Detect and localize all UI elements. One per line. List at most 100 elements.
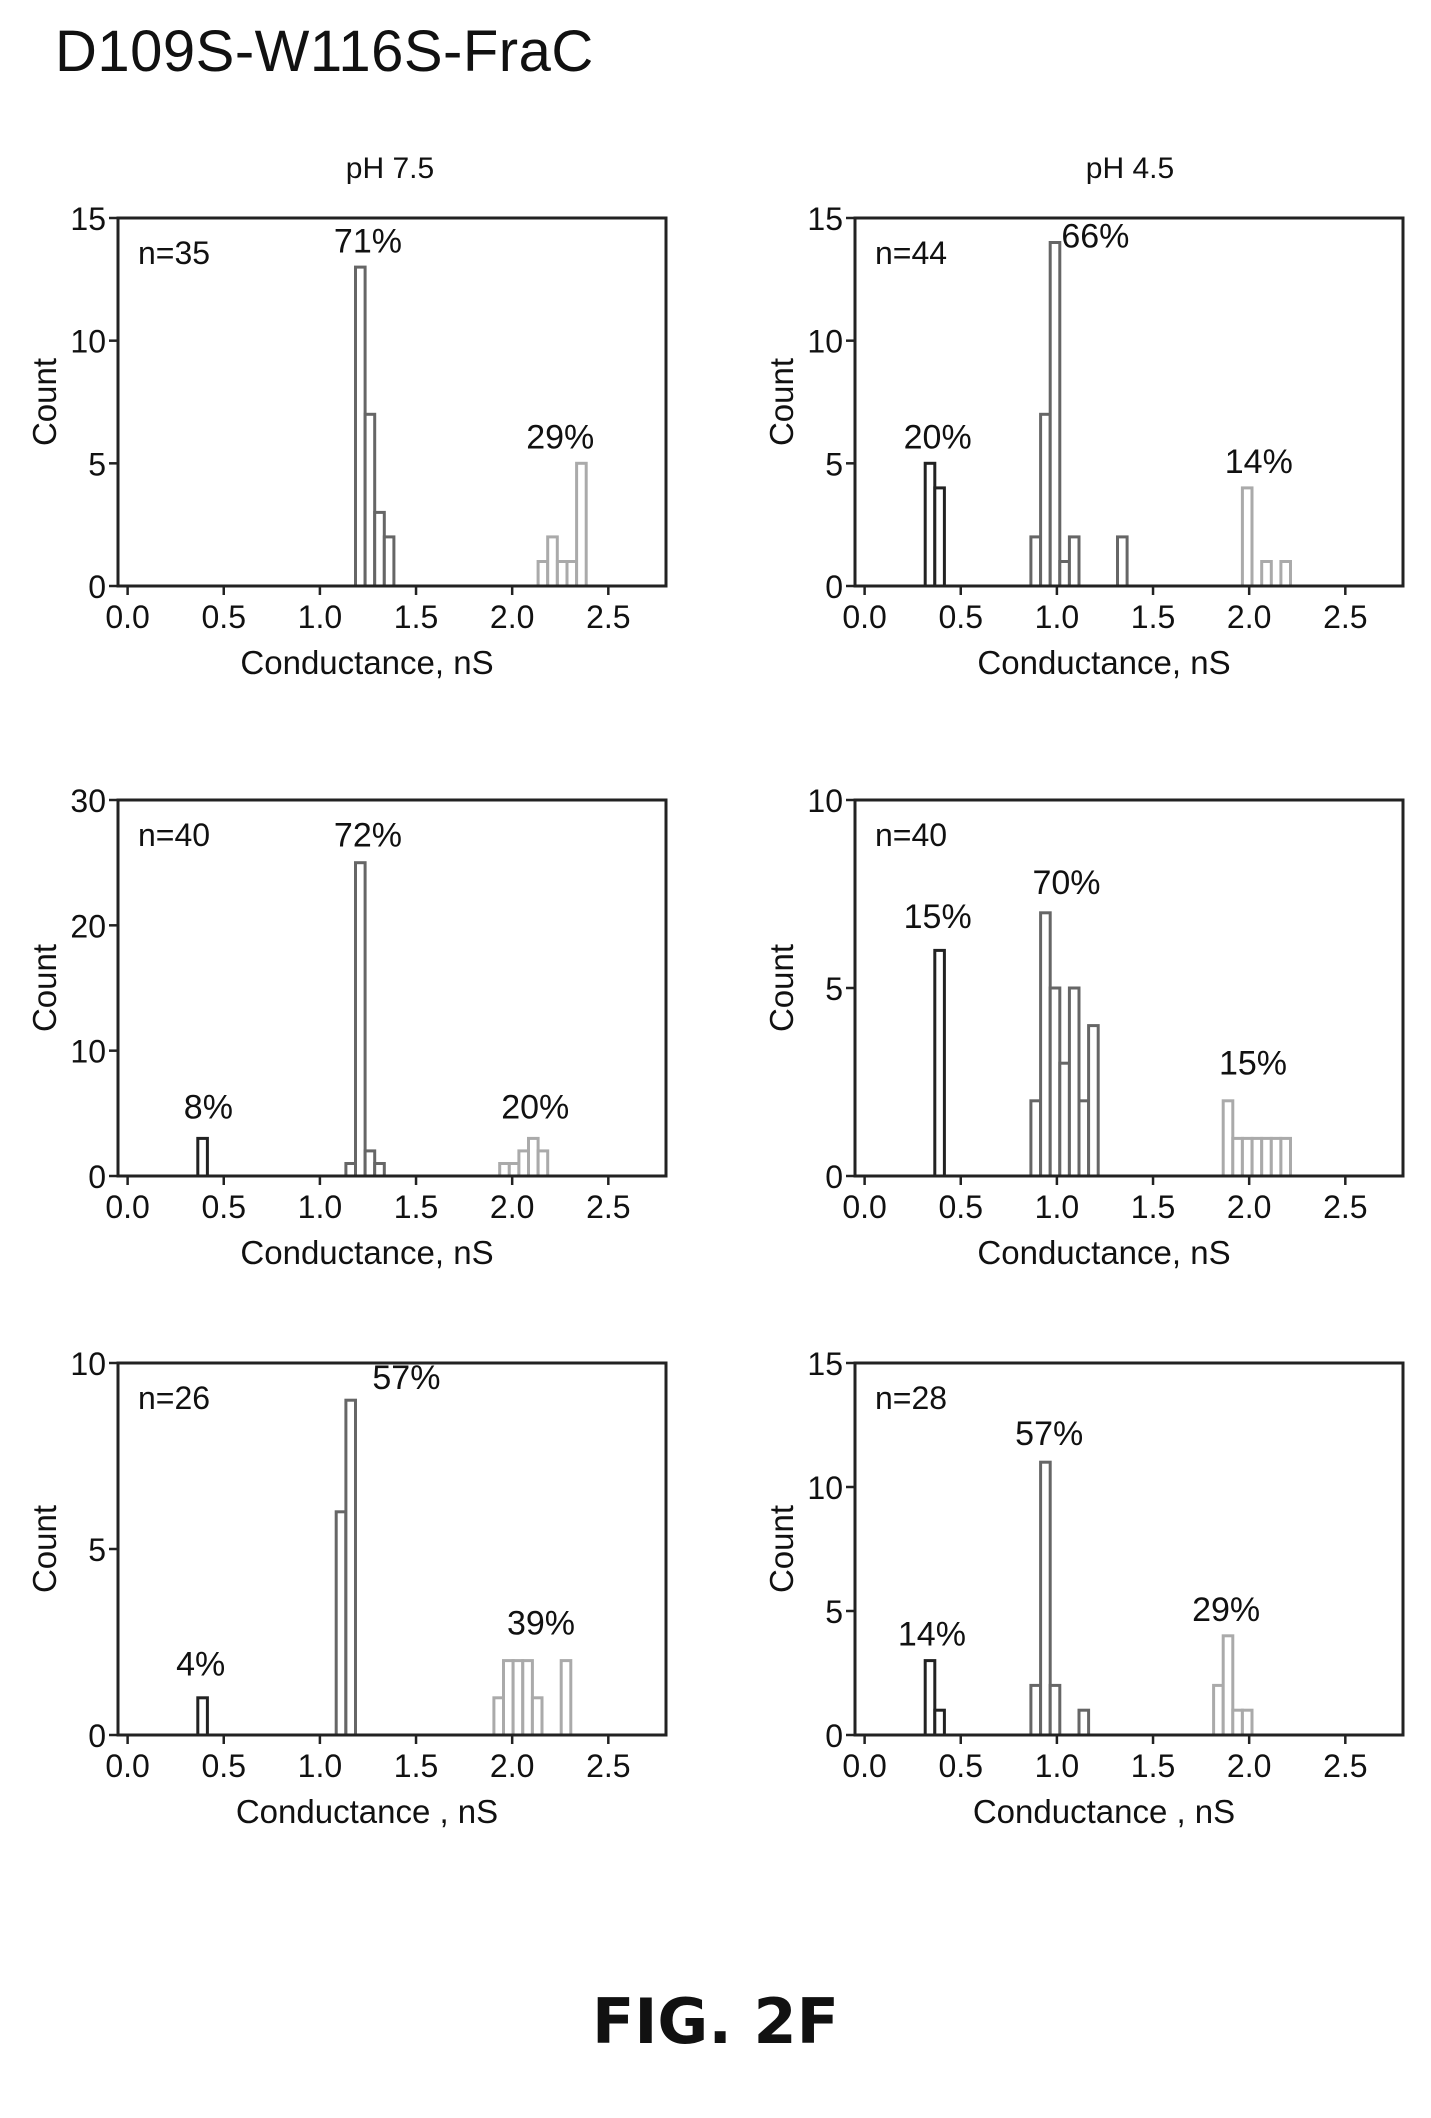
x-tick-label: 1.0 <box>298 1189 342 1225</box>
x-tick-label: 0.0 <box>105 1748 149 1784</box>
x-tick-label: 2.0 <box>1227 1189 1271 1225</box>
x-tick-label: 2.0 <box>1227 1748 1271 1784</box>
percentage-annotation: 57% <box>372 1359 440 1397</box>
sample-size-label: n=40 <box>138 817 210 853</box>
percentage-annotation: 14% <box>898 1616 966 1654</box>
percentage-annotation: 15% <box>1219 1044 1287 1082</box>
histogram-bar <box>1240 1708 1254 1737</box>
sample-size-label: n=26 <box>138 1380 210 1416</box>
y-tick-label: 10 <box>807 1470 843 1506</box>
column-title-ph-7-5: pH 7.5 <box>345 152 435 185</box>
percentage-annotation: 8% <box>184 1088 233 1126</box>
x-tick-label: 1.5 <box>1131 599 1175 635</box>
x-tick-label: 0.5 <box>939 1189 983 1225</box>
y-axis-label: Count <box>763 1505 800 1593</box>
y-tick-label: 0 <box>88 1159 106 1195</box>
plot-frame <box>853 1361 1405 1737</box>
x-tick-label: 0.5 <box>202 1748 246 1784</box>
y-tick-label: 5 <box>88 446 106 482</box>
y-tick-label: 5 <box>825 446 843 482</box>
figure-label: FIG. 2F <box>592 1985 839 2058</box>
percentage-annotation: 20% <box>904 419 972 457</box>
x-tick-label: 1.5 <box>1131 1748 1175 1784</box>
x-tick-label: 2.5 <box>586 1748 630 1784</box>
y-tick-label: 5 <box>825 971 843 1007</box>
plot-frame <box>116 798 668 1178</box>
y-tick-label: 10 <box>70 1346 106 1382</box>
y-tick-label: 10 <box>70 1034 106 1070</box>
percentage-annotation: 71% <box>334 222 402 260</box>
y-tick-label: 5 <box>88 1532 106 1568</box>
x-axis-label: Conductance , nS <box>973 1793 1235 1830</box>
y-tick-label: 15 <box>70 201 106 237</box>
x-tick-label: 0.5 <box>202 1189 246 1225</box>
x-tick-label: 0.0 <box>842 1748 886 1784</box>
y-tick-label: 0 <box>825 1159 843 1195</box>
x-axis-label: Conductance, nS <box>977 644 1230 681</box>
x-tick-label: 2.0 <box>490 1189 534 1225</box>
histogram-bar <box>1048 1683 1062 1737</box>
histogram-bar <box>1077 1708 1091 1737</box>
percentage-annotation: 39% <box>507 1605 575 1643</box>
x-tick-label: 2.0 <box>1227 599 1271 635</box>
percentage-annotation: 4% <box>176 1645 225 1683</box>
y-axis-label: Count <box>763 944 800 1032</box>
x-tick-label: 1.5 <box>394 599 438 635</box>
y-axis-label: Count <box>26 358 63 446</box>
y-tick-label: 15 <box>807 1346 843 1382</box>
sample-size-label: n=40 <box>875 817 947 853</box>
x-tick-label: 1.0 <box>1035 599 1079 635</box>
sample-size-label: n=44 <box>875 235 947 271</box>
x-tick-label: 0.0 <box>105 599 149 635</box>
x-tick-label: 2.5 <box>1323 599 1367 635</box>
histogram-bar <box>1029 1683 1043 1737</box>
x-tick-label: 2.0 <box>490 1748 534 1784</box>
y-tick-label: 10 <box>70 324 106 360</box>
y-axis-label: Count <box>26 944 63 1032</box>
x-tick-label: 1.5 <box>394 1189 438 1225</box>
percentage-annotation: 20% <box>501 1088 569 1126</box>
y-tick-label: 10 <box>807 783 843 819</box>
y-tick-label: 0 <box>88 1718 106 1754</box>
percentage-annotation: 29% <box>1192 1591 1260 1629</box>
plot-frame <box>853 216 1405 588</box>
percentage-annotation: 14% <box>1225 443 1293 481</box>
x-tick-label: 1.0 <box>298 1748 342 1784</box>
x-tick-label: 0.5 <box>939 599 983 635</box>
sample-size-label: n=28 <box>875 1380 947 1416</box>
y-tick-label: 15 <box>807 201 843 237</box>
y-tick-label: 30 <box>70 783 106 819</box>
histogram-bar <box>933 1708 946 1737</box>
y-tick-label: 0 <box>825 1718 843 1754</box>
y-axis-label: Count <box>26 1505 63 1593</box>
y-tick-label: 0 <box>88 569 106 605</box>
x-tick-label: 1.5 <box>1131 1189 1175 1225</box>
x-tick-label: 0.0 <box>105 1189 149 1225</box>
x-axis-label: Conductance, nS <box>977 1234 1230 1271</box>
x-axis-label: Conductance , nS <box>236 1793 498 1830</box>
x-tick-label: 1.5 <box>394 1748 438 1784</box>
x-tick-label: 0.5 <box>939 1748 983 1784</box>
y-tick-label: 20 <box>70 908 106 944</box>
percentage-annotation: 72% <box>334 816 402 854</box>
x-tick-label: 2.0 <box>490 599 534 635</box>
x-axis-label: Conductance, nS <box>240 644 493 681</box>
y-axis-label: Count <box>763 358 800 446</box>
percentage-annotation: 15% <box>904 898 972 936</box>
y-tick-label: 5 <box>825 1594 843 1630</box>
x-tick-label: 0.0 <box>842 599 886 635</box>
x-tick-label: 2.5 <box>1323 1748 1367 1784</box>
plot-frame <box>116 216 668 588</box>
x-tick-label: 2.5 <box>586 599 630 635</box>
x-tick-label: 2.5 <box>586 1189 630 1225</box>
percentage-annotation: 29% <box>526 419 594 457</box>
x-tick-label: 0.5 <box>202 599 246 635</box>
x-tick-label: 2.5 <box>1323 1189 1367 1225</box>
sample-size-label: n=35 <box>138 235 210 271</box>
y-tick-label: 0 <box>825 569 843 605</box>
